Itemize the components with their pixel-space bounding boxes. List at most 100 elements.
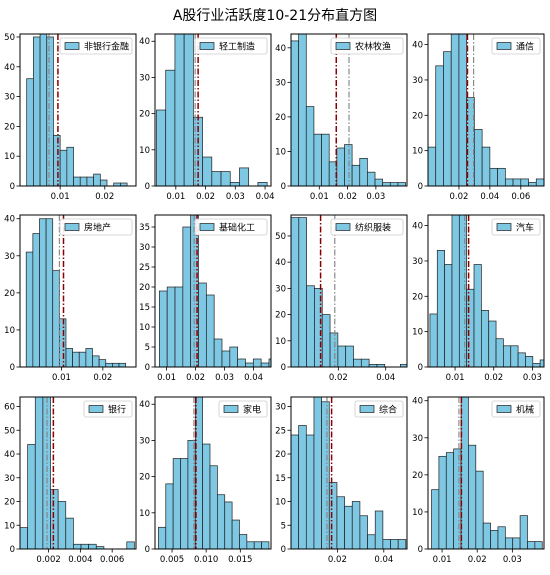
histogram-bar xyxy=(268,358,271,367)
histogram-bar xyxy=(397,182,406,186)
y-tick-label: 10 xyxy=(275,498,286,508)
histogram-bar xyxy=(239,534,248,549)
legend-box xyxy=(194,37,268,55)
y-tick-label: 40 xyxy=(139,400,150,410)
histogram-bar xyxy=(39,34,48,186)
y-tick-label: 0 xyxy=(145,363,150,373)
histogram-bar xyxy=(158,526,167,549)
histogram-bar xyxy=(458,34,468,186)
histogram-bar xyxy=(213,338,223,367)
x-tick-label: 0.02 xyxy=(449,192,468,202)
x-tick-label: 0.03 xyxy=(523,373,542,383)
y-tick-label: 50 xyxy=(275,232,286,242)
histogram-bar xyxy=(344,144,353,186)
legend-label: 轻工制造 xyxy=(219,41,255,53)
histogram-bar xyxy=(450,34,460,186)
histogram-bar xyxy=(224,501,233,549)
x-tick-label: 0.01 xyxy=(52,373,71,383)
x-tick-label: 0.01 xyxy=(310,192,329,202)
bars xyxy=(20,397,135,549)
y-tick-label: 10 xyxy=(412,147,423,157)
page-title: A股行业活跃度10-21分布直方图 xyxy=(173,7,377,24)
x-tick-label: 0.002 xyxy=(36,555,60,565)
x-tick-label: 0.06 xyxy=(511,192,530,202)
histogram-bar xyxy=(458,215,468,367)
legend-box xyxy=(218,400,268,418)
histogram-panel: 0.02 0.04 0 10 20 30 40 50 纺织服装 xyxy=(275,214,408,383)
x-tick-label: 0.02 xyxy=(93,373,112,383)
histogram-bar xyxy=(39,218,47,367)
y-tick-label: 20 xyxy=(4,289,15,299)
histogram-bar xyxy=(239,167,250,186)
histogram-bar xyxy=(431,489,440,549)
y-tick-label: 0 xyxy=(145,182,150,192)
histogram-bar xyxy=(165,69,176,186)
histogram-bar xyxy=(166,286,176,367)
histogram-bar xyxy=(253,541,262,549)
histogram-bar xyxy=(65,517,74,549)
histogram-bar xyxy=(535,178,544,186)
histogram-bar xyxy=(159,290,168,367)
histogram-bar xyxy=(261,541,270,549)
histogram-bar xyxy=(497,526,506,549)
plot-frame xyxy=(19,33,137,187)
y-tick-label: 20 xyxy=(4,122,15,132)
y-tick-label: 10 xyxy=(139,146,150,156)
legend-swatch xyxy=(359,405,375,413)
histogram-bar xyxy=(374,178,384,186)
histogram-bar xyxy=(313,397,322,549)
y-tick-label: 20 xyxy=(275,450,286,460)
x-tick-label: 0.03 xyxy=(215,373,234,383)
histogram-bar xyxy=(482,522,491,549)
histogram-bar xyxy=(305,106,315,186)
histogram-bar xyxy=(321,401,330,549)
histogram-bar xyxy=(172,458,181,549)
histogram-bar xyxy=(209,465,218,549)
y-tick-label: 40 xyxy=(4,215,15,225)
histogram-bar xyxy=(57,501,67,549)
legend-box xyxy=(59,37,133,55)
x-tick-label: 0.02 xyxy=(186,373,205,383)
histogram-bar xyxy=(435,65,444,186)
y-tick-label: 20 xyxy=(139,110,150,120)
y-tick-label: 30 xyxy=(412,76,423,86)
legend-label: 纺织服装 xyxy=(355,222,391,234)
legend-label: 房地产 xyxy=(84,222,111,234)
histogram-panel: 0.002 0.004 0.006 0 10 20 30 40 50 60 银行 xyxy=(4,396,137,565)
y-tick-label: 50 xyxy=(4,33,15,43)
histogram-bar xyxy=(490,530,499,549)
histogram-panel: 0.01 0.02 0.03 0 10 20 30 40 农林牧渔 xyxy=(275,33,408,202)
histogram-bar xyxy=(488,320,497,367)
histogram-panel: 0.005 0.010 0.015 0 10 20 30 40 家电 xyxy=(139,396,272,565)
histogram-bar xyxy=(73,543,82,549)
legend-swatch xyxy=(223,405,239,413)
histogram-panel: 0.01 0.02 0.03 0 10 20 30 40 汽车 xyxy=(412,214,545,383)
histogram-bar xyxy=(428,146,437,186)
y-tick-label: 20 xyxy=(412,111,423,121)
histogram-bar xyxy=(305,434,315,549)
histogram-bar xyxy=(183,34,194,186)
histogram-bar xyxy=(497,167,506,186)
histogram-bar xyxy=(306,285,315,367)
histogram-bar xyxy=(351,501,361,549)
histogram-bar xyxy=(444,264,453,367)
y-tick-label: 30 xyxy=(139,73,150,83)
x-tick-label: 0.01 xyxy=(157,373,176,383)
y-tick-label: 10 xyxy=(139,509,150,519)
histogram-bar xyxy=(257,182,268,186)
bars xyxy=(159,215,271,367)
histogram-bar xyxy=(52,270,60,367)
histogram-panel: 0.01 0.02 0.03 0.04 0 5 10 15 20 25 30 35 基础化工 xyxy=(139,214,272,383)
y-tick-label: 0 xyxy=(10,545,15,555)
histogram-bar xyxy=(367,171,376,186)
histogram-bar xyxy=(26,78,34,186)
legend-label: 通信 xyxy=(516,41,534,53)
histogram-bar xyxy=(260,362,270,367)
plot-frame xyxy=(427,33,545,187)
y-tick-label: 60 xyxy=(4,403,15,413)
histogram-bar xyxy=(481,146,491,186)
y-tick-label: 35 xyxy=(139,223,150,233)
y-tick-label: 30 xyxy=(275,78,286,88)
histogram-bar xyxy=(438,455,447,549)
bars xyxy=(26,34,128,186)
